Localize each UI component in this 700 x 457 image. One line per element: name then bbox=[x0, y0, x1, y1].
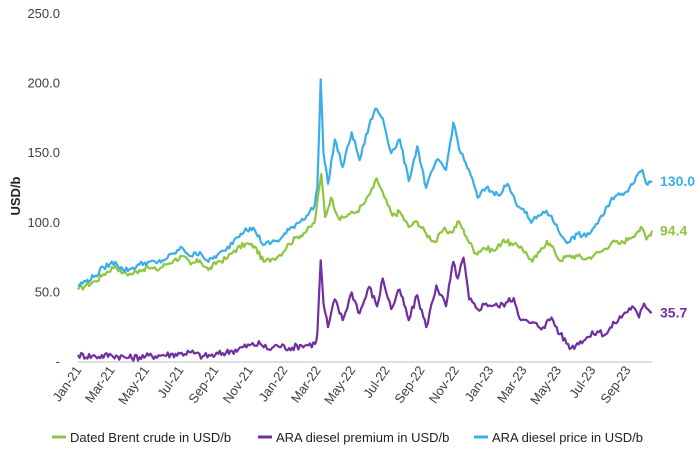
legend: Dated Brent crude in USD/b ARA diesel pre… bbox=[52, 430, 643, 445]
series-end-label-0: 94.4 bbox=[660, 223, 687, 239]
x-tick-label: May-23 bbox=[527, 363, 564, 407]
series-end-label-2: 130.0 bbox=[660, 173, 695, 189]
y-axis-tick-labels: - 50.0 100.0 150.0 200.0 250.0 bbox=[27, 6, 60, 369]
x-tick-label: May-21 bbox=[115, 363, 152, 407]
series-line-1 bbox=[77, 256, 653, 362]
x-tick-label: Jan-22 bbox=[255, 363, 290, 404]
y-tick-label: 150.0 bbox=[27, 145, 60, 160]
x-tick-label: May-22 bbox=[321, 363, 358, 407]
y-tick-label: 200.0 bbox=[27, 76, 60, 91]
series-end-label-1: 35.7 bbox=[660, 304, 687, 320]
x-tick-label: Jul-22 bbox=[360, 363, 393, 401]
x-tick-label: Jan-23 bbox=[461, 363, 496, 404]
x-tick-label: Nov-21 bbox=[220, 363, 256, 406]
y-tick-label: 100.0 bbox=[27, 215, 60, 230]
series-end-labels: 94.4 35.7 130.0 bbox=[660, 173, 695, 320]
x-tick-label: Nov-22 bbox=[426, 363, 462, 406]
x-tick-label: Sep-21 bbox=[185, 363, 221, 406]
x-tick-label: Mar-23 bbox=[494, 363, 530, 405]
x-tick-label: Jul-21 bbox=[154, 363, 187, 401]
series-lines bbox=[77, 78, 654, 362]
x-tick-label: Mar-21 bbox=[82, 363, 118, 405]
y-axis-title: USD/b bbox=[8, 176, 23, 215]
legend-label: Dated Brent crude in USD/b bbox=[70, 430, 231, 445]
legend-label: ARA diesel price in USD/b bbox=[492, 430, 643, 445]
x-tick-label: Sep-23 bbox=[597, 363, 633, 406]
series-line-0 bbox=[77, 173, 654, 291]
y-tick-label: 250.0 bbox=[27, 6, 60, 21]
x-tick-label: Jan-21 bbox=[49, 363, 84, 404]
legend-label: ARA diesel premium in USD/b bbox=[276, 430, 449, 445]
y-tick-label: 50.0 bbox=[35, 284, 60, 299]
series-line-2 bbox=[78, 78, 653, 287]
y-tick-label: - bbox=[56, 354, 60, 369]
x-tick-label: Sep-22 bbox=[391, 363, 427, 406]
x-tick-label: Jul-23 bbox=[566, 363, 599, 401]
x-tick-label: Mar-22 bbox=[288, 363, 324, 405]
